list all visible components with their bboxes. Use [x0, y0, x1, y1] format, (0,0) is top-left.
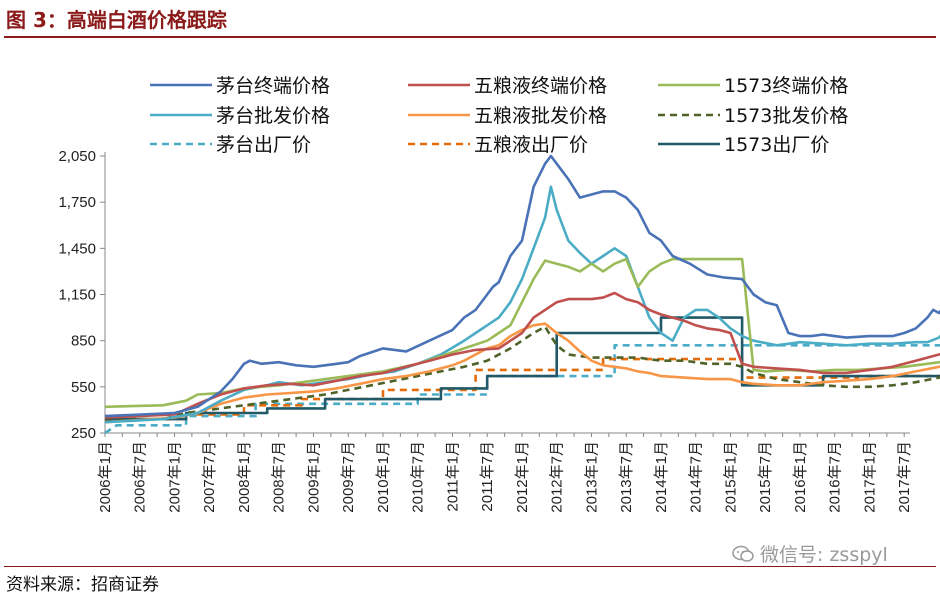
series-lines — [104, 154, 940, 435]
x-tick-label: 2012年7月 — [549, 441, 566, 513]
legend-label: 五粮液批发价格 — [474, 105, 607, 127]
x-tick-label: 2017年7月 — [896, 441, 913, 513]
x-tick-label: 2010年7月 — [410, 441, 427, 513]
legend-label: 五粮液出厂价 — [474, 134, 588, 156]
x-tick-label: 2006年1月 — [97, 441, 114, 513]
y-tick-label: 1,450 — [58, 240, 96, 257]
x-tick-label: 2012年1月 — [514, 441, 531, 513]
legend-label: 1573出厂价 — [724, 134, 829, 156]
y-tick-label: 850 — [71, 333, 96, 350]
series-line-l1573_factory — [105, 316, 940, 421]
series-line-l1573_end — [104, 257, 940, 409]
source-note: 资料来源：招商证券 — [6, 575, 159, 595]
y-tick-label: 1,150 — [58, 287, 96, 304]
x-tick-label: 2007年7月 — [201, 441, 218, 513]
x-tick-label: 2016年1月 — [792, 441, 809, 513]
series-line-mt_whole — [104, 185, 940, 424]
x-tick-label: 2007年1月 — [166, 441, 183, 513]
series-line-wly_end — [104, 291, 940, 419]
legend-label: 1573终端价格 — [724, 75, 848, 97]
x-tick-label: 2013年1月 — [583, 441, 600, 513]
x-tick-label: 2008年1月 — [236, 441, 253, 513]
x-tick-label: 2015年1月 — [722, 441, 739, 513]
x-tick-label: 2010年1月 — [375, 441, 392, 513]
series-line-mt_factory — [104, 343, 940, 435]
x-tick-label: 2006年7月 — [132, 441, 149, 513]
legend-label: 茅台批发价格 — [216, 105, 330, 127]
x-tick-label: 2008年7月 — [271, 441, 288, 513]
y-tick-label: 1,750 — [58, 194, 96, 211]
y-tick-label: 2,050 — [58, 148, 96, 165]
legend-label: 五粮液终端价格 — [474, 75, 607, 97]
watermark: 微信号: zsspyl — [732, 540, 888, 567]
watermark-text: 微信号: zsspyl — [760, 544, 888, 566]
x-tick-label: 2009年7月 — [340, 441, 357, 513]
page-title: 图 3：高端白酒价格跟踪 — [6, 8, 227, 32]
footer-rule — [4, 566, 936, 567]
series-line-mt_end — [104, 154, 940, 418]
x-tick-label: 2011年1月 — [444, 441, 461, 512]
x-tick-label: 2015年7月 — [757, 441, 774, 513]
series-line-wly_whole — [104, 322, 940, 424]
title-rule — [4, 36, 936, 38]
x-tick-label: 2017年1月 — [861, 441, 878, 513]
legend-label: 1573批发价格 — [724, 105, 848, 127]
x-tick-label: 2011年7月 — [479, 441, 496, 512]
legend-label: 茅台终端价格 — [216, 75, 330, 97]
x-tick-label: 2014年7月 — [688, 441, 705, 513]
x-axis: 2006年1月 2006年7月 2007年1月 2007年7月 2008年1月 2008年… — [97, 432, 913, 513]
y-tick-label: 550 — [71, 379, 96, 396]
x-tick-label: 2016年7月 — [827, 441, 844, 513]
x-tick-label: 2014年1月 — [653, 441, 670, 513]
y-axis: 2,050 1,750 1,450 1,150 850 550 250 — [58, 148, 106, 442]
x-tick-label: 2009年1月 — [305, 441, 322, 513]
legend-label: 茅台出厂价 — [216, 134, 311, 156]
x-tick-label: 2013年7月 — [618, 441, 635, 513]
wechat-icon — [732, 545, 754, 562]
y-tick-label: 250 — [71, 425, 96, 442]
series-line-l1573_whole — [104, 325, 940, 422]
series-line-wly_factory — [105, 357, 940, 421]
